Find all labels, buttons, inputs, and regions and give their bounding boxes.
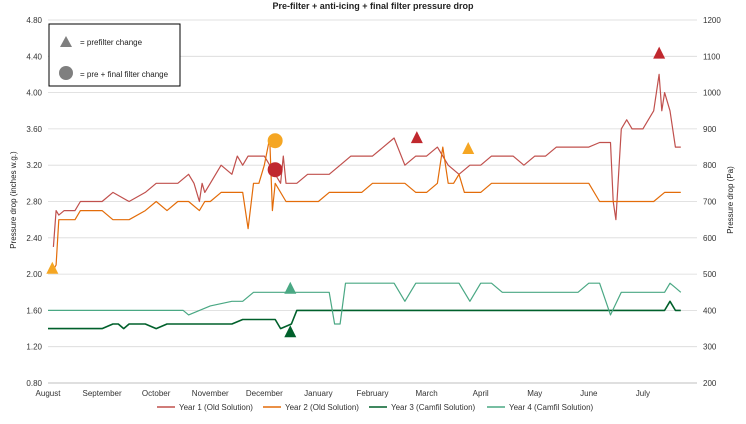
triangle-marker: [284, 325, 297, 338]
y-tick-label: 3.60: [26, 125, 42, 134]
circle-marker-icon: [59, 66, 73, 80]
y-tick-label: 4.40: [26, 52, 42, 61]
series-legend: Year 1 (Old Solution) Year 2 (Old Solutio…: [157, 403, 594, 412]
triangle-marker: [284, 281, 297, 294]
circle-legend-label: = pre + final filter change: [80, 70, 169, 79]
x-tick-label: September: [83, 389, 122, 398]
y2-tick-label: 1100: [703, 52, 721, 61]
series-line-4: [48, 282, 682, 325]
x-tick-label: January: [304, 389, 332, 398]
x-tick-label: November: [192, 389, 229, 398]
triangle-legend-label: = prefilter change: [80, 38, 143, 47]
y2-tick-label: 1000: [703, 89, 721, 98]
x-tick-label: June: [580, 389, 598, 398]
circle-marker: [267, 133, 283, 149]
chart-title: Pre-filter + anti-icing + final filter p…: [272, 1, 474, 11]
triangle-marker: [46, 261, 59, 274]
y2-tick-label: 1200: [703, 16, 721, 25]
y-tick-label: 1.60: [26, 306, 42, 315]
y-tick-label: 1.20: [26, 343, 42, 352]
y2-tick-label: 600: [703, 234, 717, 243]
y-tick-label: 2.00: [26, 270, 42, 279]
triangle-marker: [462, 141, 475, 154]
y2-tick-label: 500: [703, 270, 717, 279]
x-tick-label: December: [246, 389, 283, 398]
event-markers: [46, 46, 666, 338]
x-tick-label: July: [636, 389, 650, 398]
series-line-2: [52, 137, 681, 270]
y-tick-label: 4.00: [26, 89, 42, 98]
y2-tick-label: 300: [703, 343, 717, 352]
y-tick-label: 2.40: [26, 234, 42, 243]
triangle-marker: [410, 131, 423, 144]
series-line-1: [52, 73, 681, 247]
y-tick-label: 3.20: [26, 161, 42, 170]
legend-label-1: Year 1 (Old Solution): [179, 403, 253, 412]
y-tick-label: 2.80: [26, 198, 42, 207]
y2-tick-label: 900: [703, 125, 717, 134]
y2-tick-label: 800: [703, 161, 717, 170]
x-tick-label: August: [36, 389, 62, 398]
circle-marker: [267, 162, 283, 178]
y2-tick-label: 700: [703, 198, 717, 207]
y-axis-title: Pressure drop (inches w.g.): [9, 151, 18, 249]
x-tick-label: October: [142, 389, 171, 398]
legend-label-3: Year 3 (Camfil Solution): [391, 403, 476, 412]
y2-axis-title: Pressure drop (Pa): [726, 166, 735, 234]
legend-label-4: Year 4 (Camfil Solution): [509, 403, 594, 412]
y-tick-label: 0.80: [26, 379, 42, 388]
series-line-3: [48, 300, 681, 330]
legend-label-2: Year 2 (Old Solution): [285, 403, 359, 412]
x-tick-label: March: [415, 389, 437, 398]
y2-tick-label: 400: [703, 306, 717, 315]
series-lines: [48, 73, 682, 330]
triangle-marker: [653, 46, 666, 59]
annotation-legend: = prefilter change = pre + final filter …: [48, 23, 181, 87]
y2-tick-label: 200: [703, 379, 717, 388]
x-tick-label: May: [527, 389, 542, 398]
x-tick-label: April: [473, 389, 489, 398]
axes: 0.80 1.20 1.60 2.00 2.40 2.80 3.20 3.60 4.00 4.40…: [26, 16, 721, 398]
triangle-marker-icon: [60, 36, 72, 47]
x-tick-label: February: [356, 389, 388, 398]
y-tick-label: 4.80: [26, 16, 42, 25]
